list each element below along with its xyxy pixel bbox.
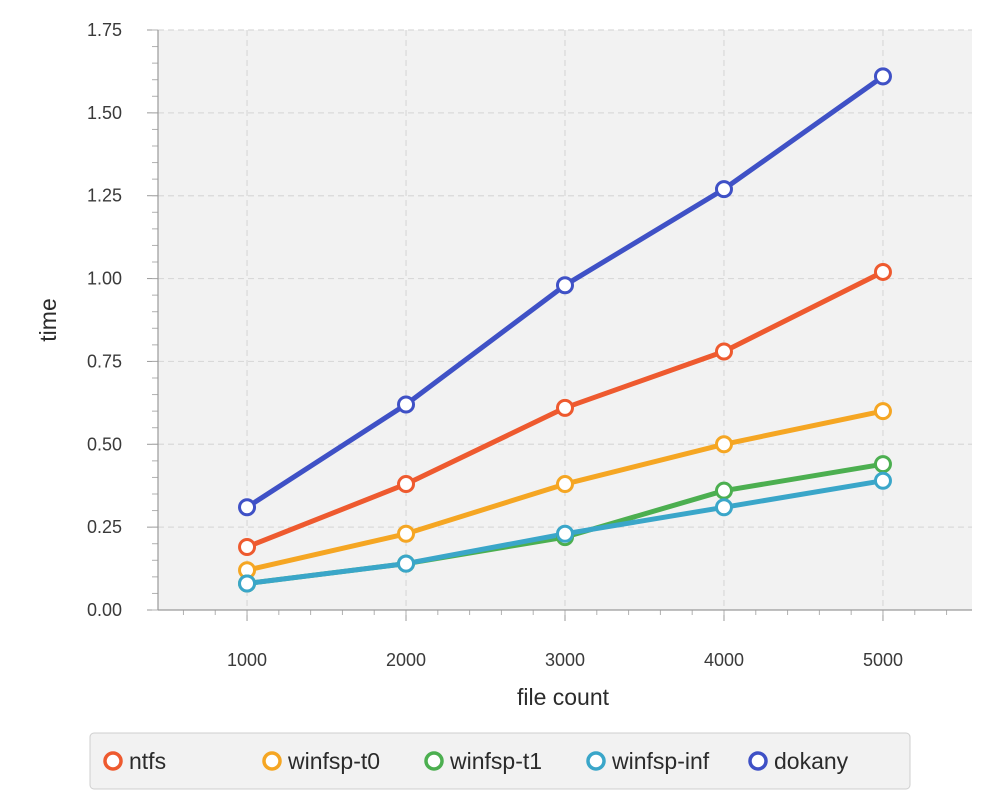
legend-label-dokany: dokany	[774, 748, 849, 774]
legend-label-winfsp-t0: winfsp-t0	[287, 748, 380, 774]
data-point-winfsp-inf	[238, 574, 257, 593]
y-tick-label: 1.50	[87, 103, 122, 123]
x-tick-label: 3000	[545, 650, 585, 670]
legend-marker-winfsp-inf	[586, 751, 606, 771]
y-tick-label: 0.75	[87, 351, 122, 371]
legend-items: ntfs winfsp-t0 winfsp-t1 winfsp-inf dokany	[103, 748, 849, 774]
data-point-ntfs	[873, 262, 892, 281]
data-point-winfsp-t1	[873, 455, 892, 474]
data-point-winfsp-t0	[397, 524, 416, 543]
data-point-dokany	[238, 498, 257, 517]
legend-marker-winfsp-t1	[424, 751, 444, 771]
data-point-dokany	[873, 67, 892, 86]
y-axis-title: time	[35, 298, 61, 341]
y-tick-label: 0.00	[87, 600, 122, 620]
data-point-winfsp-t1	[714, 481, 733, 500]
x-tick-label: 1000	[227, 650, 267, 670]
x-tick-label: 5000	[863, 650, 903, 670]
legend-label-winfsp-t1: winfsp-t1	[449, 748, 542, 774]
data-point-winfsp-inf	[397, 554, 416, 573]
data-point-ntfs	[397, 475, 416, 494]
axes: 0.00 0.25 0.50 0.75 1.00 1.25 1.50 1.75 1000 2000…	[87, 20, 972, 670]
data-point-winfsp-t0	[714, 435, 733, 454]
legend-box	[89, 732, 911, 790]
y-tick-label: 1.25	[87, 186, 122, 206]
x-axis-title: file count	[517, 684, 610, 710]
data-point-dokany	[714, 180, 733, 199]
data-point-winfsp-inf	[873, 471, 892, 490]
data-point-winfsp-inf	[556, 524, 574, 543]
data-point-ntfs	[238, 538, 257, 557]
legend-marker-dokany	[748, 751, 768, 771]
x-tick-label: 2000	[386, 650, 426, 670]
data-point-winfsp-t0	[556, 475, 574, 494]
legend-label-winfsp-inf: winfsp-inf	[611, 748, 710, 774]
data-point-winfsp-t0	[873, 402, 892, 421]
data-point-ntfs	[556, 398, 574, 417]
data-points	[238, 67, 892, 593]
data-point-dokany	[397, 395, 416, 414]
legend-marker-winfsp-t0	[262, 751, 282, 771]
x-tick-label: 4000	[704, 650, 744, 670]
data-point-winfsp-inf	[714, 498, 733, 517]
data-point-ntfs	[714, 342, 733, 361]
legend-label-ntfs: ntfs	[129, 748, 166, 774]
legend: ntfs winfsp-t0 winfsp-t1 winfsp-inf dokany	[89, 732, 911, 790]
y-tick-label: 1.75	[87, 20, 122, 40]
y-tick-label: 0.25	[87, 517, 122, 537]
legend-marker-ntfs	[103, 751, 123, 771]
y-tick-label: 0.50	[87, 434, 122, 454]
y-tick-label: 1.00	[87, 269, 122, 289]
data-point-dokany	[556, 276, 574, 295]
